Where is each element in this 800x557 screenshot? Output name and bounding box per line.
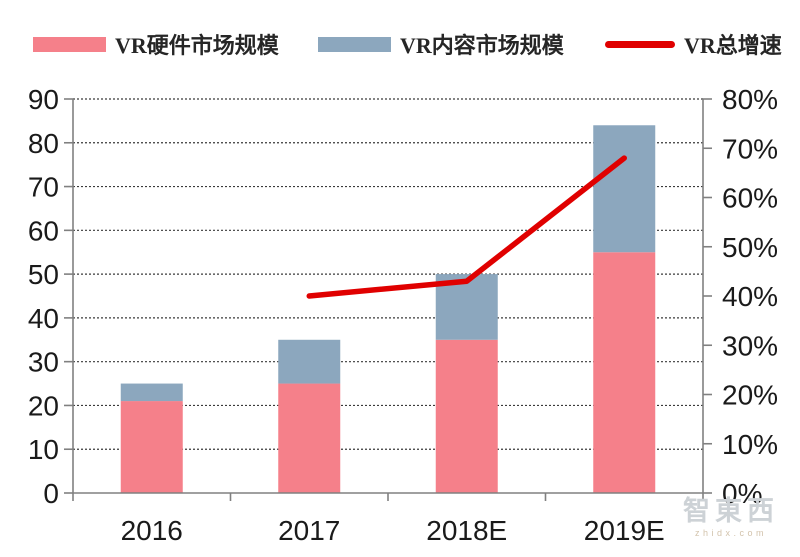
left-axis-label-30: 30 [28, 347, 59, 378]
left-axis-label-70: 70 [28, 172, 59, 203]
bar-hardware-2017 [278, 383, 341, 493]
left-axis-label-0: 0 [43, 478, 59, 509]
vr-content-legend-label: VR内容市场规模 [400, 33, 564, 58]
left-axis-label-10: 10 [28, 434, 59, 465]
bar-content-2019E [593, 125, 656, 253]
right-axis-label-70%: 70% [722, 133, 778, 164]
left-axis-label-20: 20 [28, 390, 59, 421]
x-axis-label-2017: 2017 [278, 515, 340, 546]
bar-hardware-2019E [593, 252, 656, 493]
right-axis-label-10%: 10% [722, 429, 778, 460]
legend: VR硬件市场规模 VR内容市场规模 VR总增速 [0, 0, 800, 70]
left-axis-label-90: 90 [28, 84, 59, 115]
right-axis-label-0%: 0% [722, 478, 762, 509]
x-axis-label-2018E: 2018E [426, 515, 507, 546]
bar-hardware-2016 [120, 401, 183, 493]
right-axis-label-50%: 50% [722, 232, 778, 263]
bar-content-2017 [278, 339, 341, 384]
legend-item-vr-growth: VR总增速 [605, 30, 782, 58]
legend-item-vr-content: VR内容市场规模 [318, 30, 564, 58]
vr-hardware-legend-label: VR硬件市场规模 [115, 33, 279, 58]
right-axis-label-80%: 80% [722, 84, 778, 115]
left-axis-label-40: 40 [28, 303, 59, 334]
left-axis-label-80: 80 [28, 128, 59, 159]
bar-hardware-2018E [435, 339, 498, 493]
vr-hardware-swatch [33, 36, 106, 52]
bar-content-2016 [120, 383, 183, 402]
legend-item-vr-hardware: VR硬件市场规模 [33, 30, 279, 58]
vr-growth-line-swatch [605, 40, 675, 48]
x-axis-label-2016: 2016 [121, 515, 183, 546]
right-axis-label-60%: 60% [722, 183, 778, 214]
left-axis-label-60: 60 [28, 215, 59, 246]
x-axis-label-2019E: 2019E [584, 515, 665, 546]
vr-growth-legend-label: VR总增速 [684, 33, 782, 58]
vr-content-swatch [318, 36, 391, 52]
growth-line [306, 155, 627, 299]
right-axis-label-30%: 30% [722, 330, 778, 361]
right-axis-label-40%: 40% [722, 281, 778, 312]
right-axis-label-20%: 20% [722, 380, 778, 411]
left-axis-label-50: 50 [28, 259, 59, 290]
